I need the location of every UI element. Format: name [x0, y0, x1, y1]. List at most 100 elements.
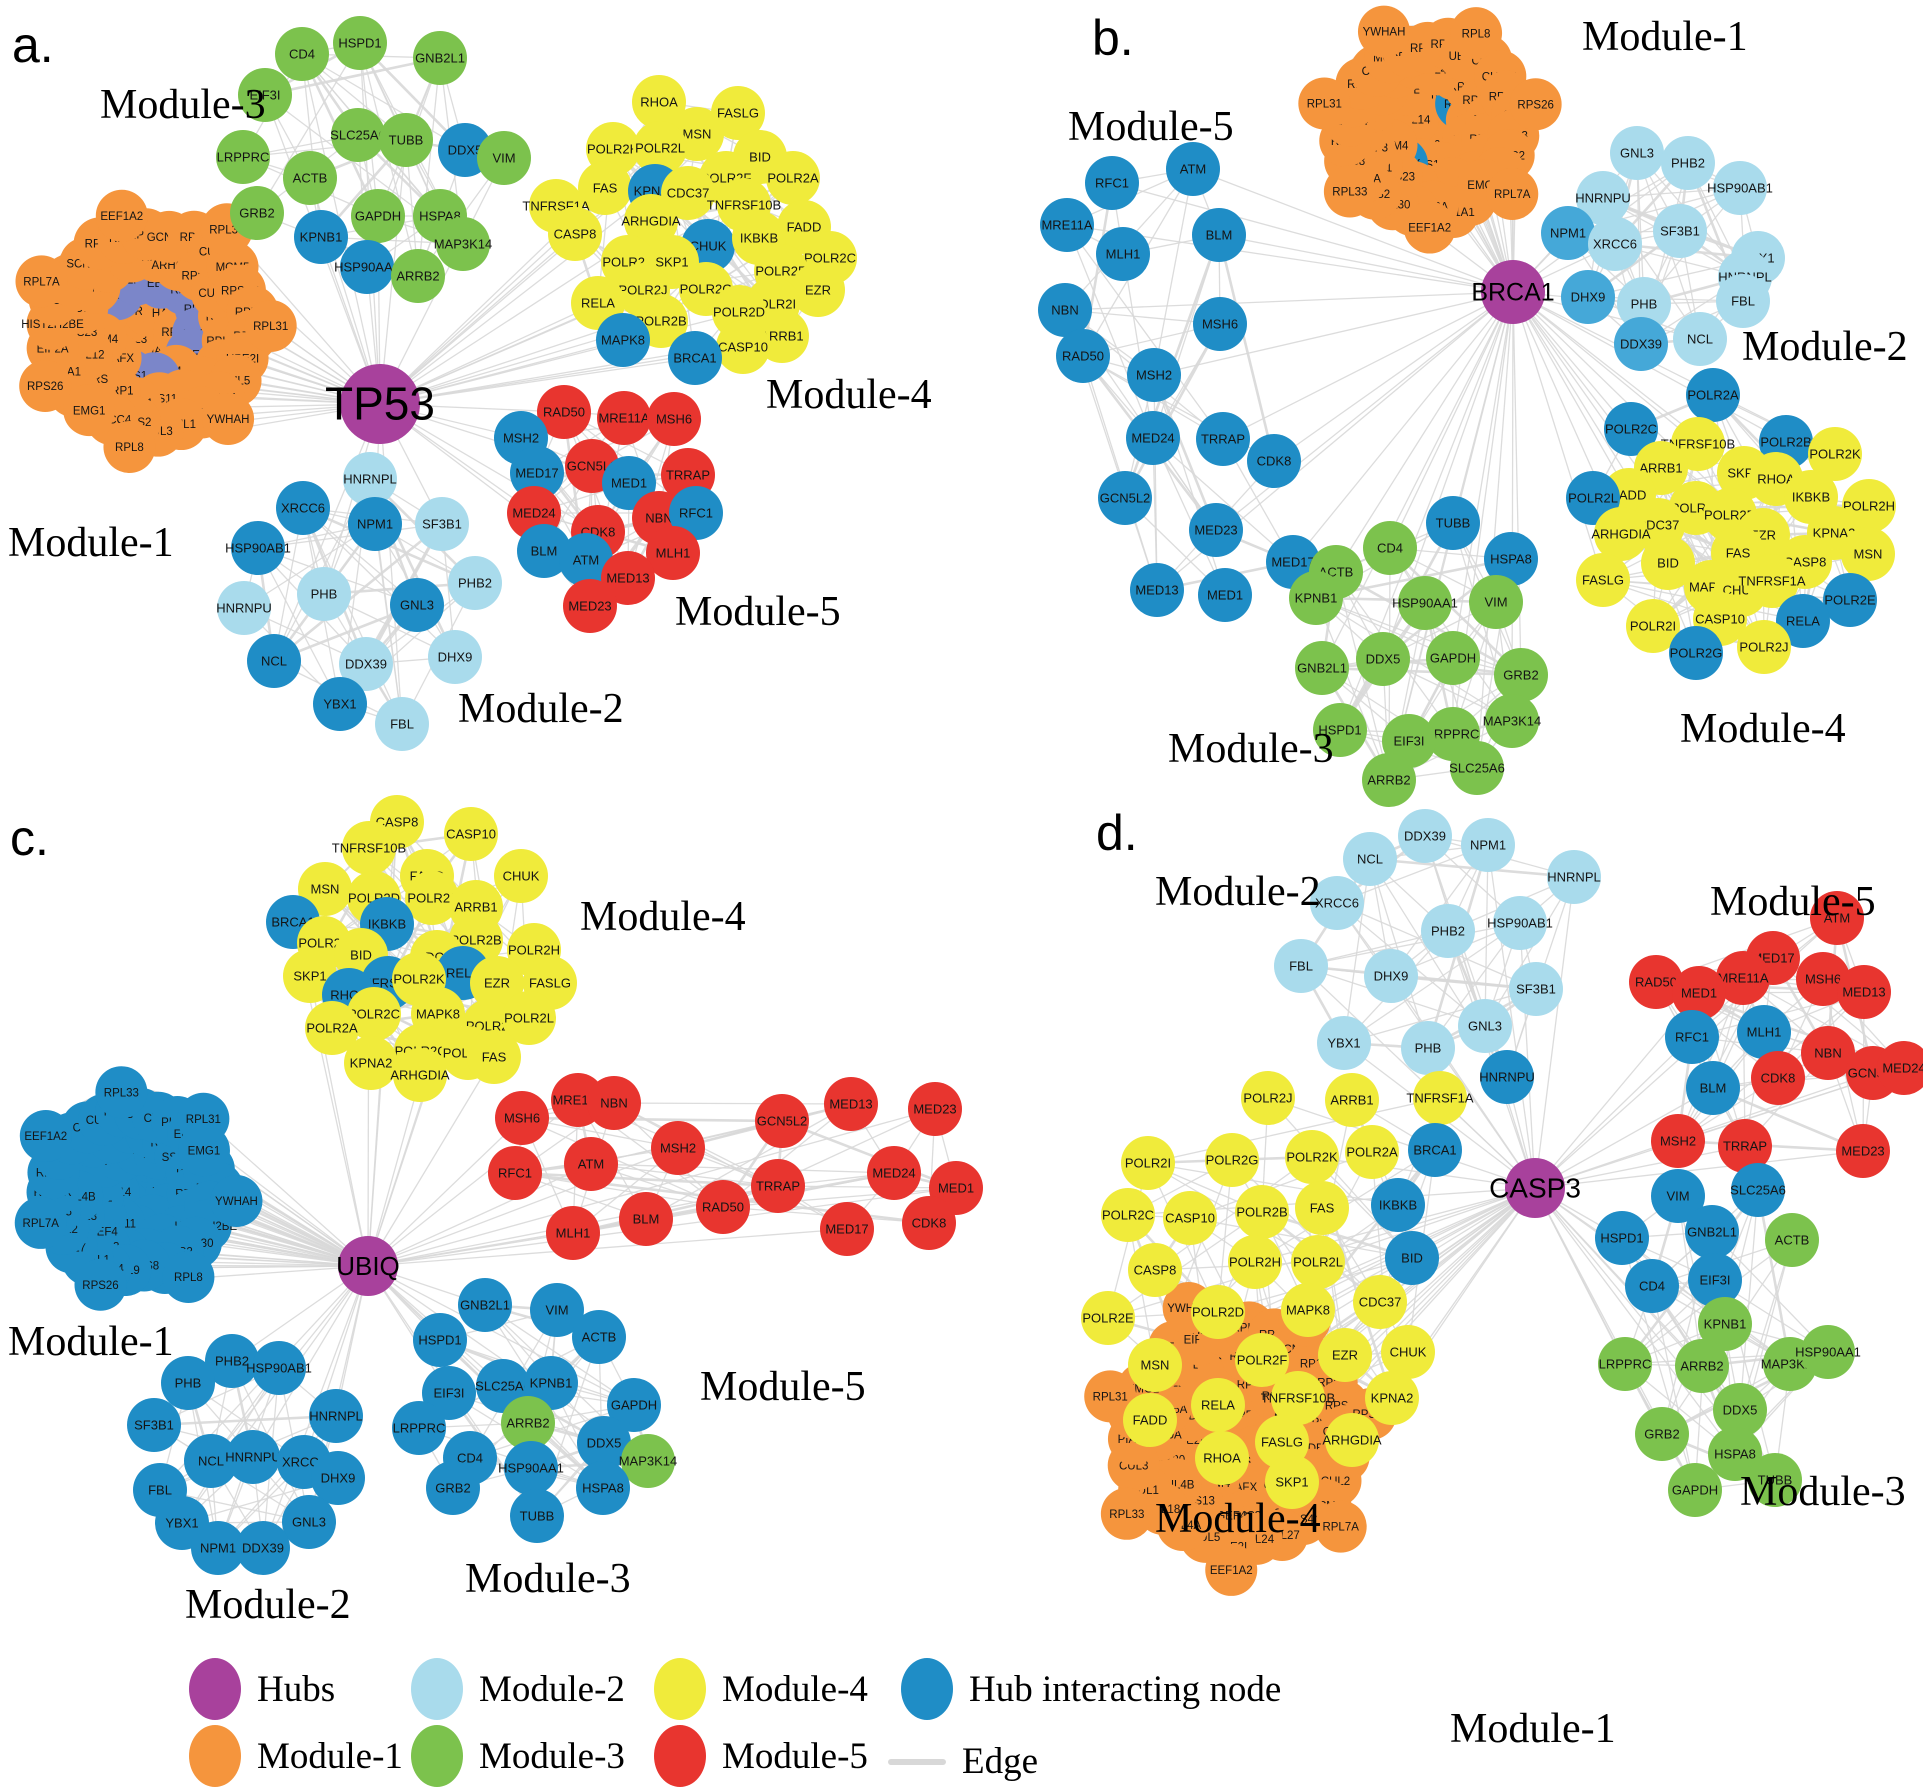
node-d-POLR2A[interactable]: POLR2A — [1345, 1125, 1399, 1179]
node-b-DHX9[interactable]: DHX9 — [1561, 270, 1615, 324]
node-d-HNRNPL[interactable]: HNRNPL — [1547, 850, 1601, 904]
node-a-GNB2L1[interactable]: GNB2L1 — [413, 31, 467, 85]
node-d-ACTB[interactable]: ACTB — [1765, 1213, 1819, 1267]
node-d-MSN[interactable]: MSN — [1128, 1338, 1182, 1392]
blob-node-RPS26[interactable]: RPS26 — [19, 360, 71, 412]
node-b-RFC1[interactable]: RFC1 — [1085, 156, 1139, 210]
node-a-CASP10[interactable]: CASP10 — [716, 320, 770, 374]
node-d-POLR2J[interactable]: POLR2J — [1241, 1071, 1295, 1125]
node-b-MRE11A[interactable]: MRE11A — [1040, 198, 1094, 252]
node-b-NCL[interactable]: NCL — [1673, 312, 1727, 366]
blob-node-RPL33[interactable]: RPL33 — [1101, 1488, 1153, 1540]
node-c-DHX9[interactable]: DHX9 — [311, 1451, 365, 1505]
node-c-GNL3[interactable]: GNL3 — [282, 1495, 336, 1549]
node-d-CHUK[interactable]: CHUK — [1381, 1325, 1435, 1379]
node-b-XRCC6[interactable]: XRCC6 — [1588, 217, 1642, 271]
blob-node-RPL8[interactable]: RPL8 — [162, 1251, 214, 1303]
blob-node-EMG1[interactable]: EMG1 — [63, 384, 115, 436]
node-d-RHOA[interactable]: RHOA — [1195, 1431, 1249, 1485]
blob-node-RPS26[interactable]: RPS26 — [74, 1259, 126, 1311]
node-b-MSH2[interactable]: MSH2 — [1127, 348, 1181, 402]
node-d-POLR2H[interactable]: POLR2H — [1228, 1235, 1282, 1289]
node-a-VIM[interactable]: VIM — [477, 131, 531, 185]
blob-node-YWHAH[interactable]: YWHAH — [1358, 6, 1410, 58]
blob-node-RPL7A[interactable]: RPL7A — [15, 255, 67, 307]
blob-node-RPL7A[interactable]: RPL7A — [1486, 168, 1538, 220]
node-a-MSH6[interactable]: MSH6 — [647, 392, 701, 446]
node-b-MSH6[interactable]: MSH6 — [1193, 297, 1247, 351]
node-b-NPM1[interactable]: NPM1 — [1541, 206, 1595, 260]
node-c-RFC1[interactable]: RFC1 — [488, 1146, 542, 1200]
blob-node-RPL31[interactable]: RPL31 — [177, 1093, 229, 1145]
node-c-MSH2[interactable]: MSH2 — [651, 1121, 705, 1175]
node-a-ACTB[interactable]: ACTB — [283, 151, 337, 205]
node-d-DDX39[interactable]: DDX39 — [1398, 809, 1452, 863]
node-a-CD4[interactable]: CD4 — [275, 27, 329, 81]
node-d-BID[interactable]: BID — [1385, 1231, 1439, 1285]
node-c-FAS[interactable]: FAS — [467, 1030, 521, 1084]
node-c-HSP90AA1[interactable]: HSP90AA1 — [498, 1441, 564, 1495]
node-a-HSP90AB1[interactable]: HSP90AB1 — [225, 521, 291, 575]
node-d-MLH1[interactable]: MLH1 — [1737, 1005, 1791, 1059]
node-d-KPNA2[interactable]: KPNA2 — [1365, 1371, 1419, 1425]
node-d-CASP10[interactable]: CASP10 — [1163, 1191, 1217, 1245]
node-a-PHB2[interactable]: PHB2 — [448, 556, 502, 610]
node-b-MSN[interactable]: MSN — [1841, 527, 1895, 581]
hub-CASP3[interactable]: CASP3 — [1489, 1158, 1581, 1218]
node-c-NBN[interactable]: NBN — [587, 1076, 641, 1130]
node-c-BLM[interactable]: BLM — [619, 1192, 673, 1246]
node-a-DHX9[interactable]: DHX9 — [428, 630, 482, 684]
node-d-GRB2[interactable]: GRB2 — [1635, 1407, 1689, 1461]
node-b-VIM[interactable]: VIM — [1469, 575, 1523, 629]
node-c-HSPD1[interactable]: HSPD1 — [413, 1313, 467, 1367]
node-b-MED1[interactable]: MED1 — [1198, 568, 1252, 622]
node-d-MSH2[interactable]: MSH2 — [1651, 1114, 1705, 1168]
node-d-MED23[interactable]: MED23 — [1836, 1124, 1890, 1178]
node-b-POLR2G[interactable]: POLR2G — [1669, 626, 1723, 680]
node-a-MAPK8[interactable]: MAPK8 — [596, 313, 650, 367]
node-b-HSP90AB1[interactable]: HSP90AB1 — [1707, 161, 1773, 215]
node-b-KPNB1[interactable]: KPNB1 — [1289, 571, 1343, 625]
node-d-ARRB2[interactable]: ARRB2 — [1675, 1339, 1729, 1393]
node-c-RAD50[interactable]: RAD50 — [696, 1180, 750, 1234]
blob-node-EEF1A2[interactable]: EEF1A2 — [1404, 202, 1456, 254]
node-c-MED23[interactable]: MED23 — [908, 1082, 962, 1136]
node-a-GNL3[interactable]: GNL3 — [390, 578, 444, 632]
node-b-GAPDH[interactable]: GAPDH — [1426, 631, 1480, 685]
node-c-DDX39[interactable]: DDX39 — [236, 1521, 290, 1575]
node-d-GNB2L1[interactable]: GNB2L1 — [1685, 1205, 1739, 1259]
node-c-TUBB[interactable]: TUBB — [510, 1489, 564, 1543]
node-b-CD4[interactable]: CD4 — [1363, 521, 1417, 575]
node-d-POLR2I[interactable]: POLR2I — [1121, 1136, 1175, 1190]
node-a-LRPPRC[interactable]: LRPPRC — [216, 130, 270, 184]
node-c-LRPPRC[interactable]: LRPPRC — [392, 1401, 446, 1455]
node-c-CASP10[interactable]: CASP10 — [444, 807, 498, 861]
node-c-HSPA8[interactable]: HSPA8 — [576, 1461, 630, 1515]
node-b-FASLG[interactable]: FASLG — [1576, 553, 1630, 607]
node-a-FBL[interactable]: FBL — [375, 697, 429, 751]
node-b-MED24[interactable]: MED24 — [1126, 411, 1180, 465]
node-d-POLR2L[interactable]: POLR2L — [1291, 1235, 1345, 1289]
node-b-TRRAP[interactable]: TRRAP — [1196, 412, 1250, 466]
node-d-RFC1[interactable]: RFC1 — [1665, 1010, 1719, 1064]
node-b-NBN[interactable]: NBN — [1038, 283, 1092, 337]
node-d-DHX9[interactable]: DHX9 — [1364, 949, 1418, 1003]
node-a-TUBB[interactable]: TUBB — [379, 113, 433, 167]
blob-node-RPS26[interactable]: RPS26 — [1510, 78, 1562, 130]
node-c-GNB2L1[interactable]: GNB2L1 — [458, 1278, 512, 1332]
node-b-GRB2[interactable]: GRB2 — [1494, 648, 1548, 702]
blob-node-RPL8[interactable]: RPL8 — [1450, 7, 1502, 59]
node-c-CHUK[interactable]: CHUK — [494, 849, 548, 903]
node-d-CDC37[interactable]: CDC37 — [1353, 1275, 1407, 1329]
node-d-BLM[interactable]: BLM — [1686, 1061, 1740, 1115]
node-d-HSPD1[interactable]: HSPD1 — [1595, 1211, 1649, 1265]
node-d-POLR2B[interactable]: POLR2B — [1235, 1185, 1289, 1239]
node-b-ATM[interactable]: ATM — [1166, 142, 1220, 196]
node-d-FBL[interactable]: FBL — [1274, 939, 1328, 993]
node-a-GAPDH[interactable]: GAPDH — [351, 189, 405, 243]
node-d-POLR2E[interactable]: POLR2E — [1081, 1291, 1135, 1345]
node-d-NPM1[interactable]: NPM1 — [1461, 818, 1515, 872]
node-c-ATM[interactable]: ATM — [564, 1137, 618, 1191]
node-a-ARRB2[interactable]: ARRB2 — [391, 249, 445, 303]
node-a-MRE11A[interactable]: MRE11A — [597, 391, 651, 445]
